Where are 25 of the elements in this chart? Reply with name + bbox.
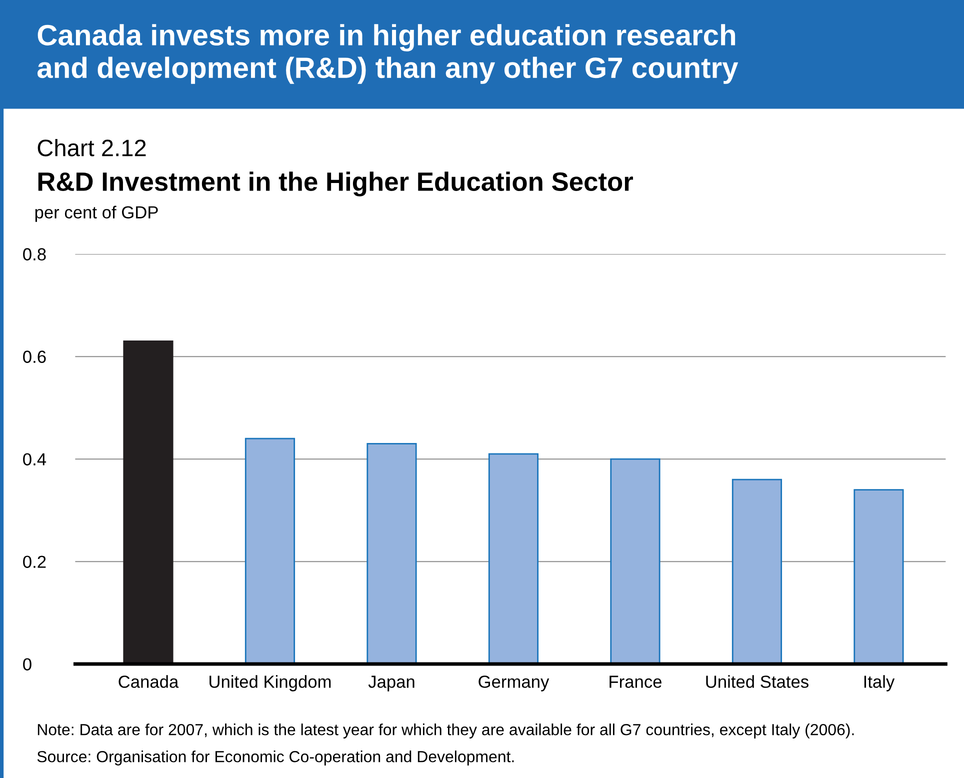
chart-subtitle: R&D Investment in the Higher Education Sector	[38, 172, 633, 196]
chart-title: Canada invests more in higher education research and development (R&D) than any other G7 country	[37, 24, 738, 84]
source-note: Source: Organisation for Economic Co-operation and Development.	[37, 750, 514, 766]
caption: Chart 2.12	[38, 138, 146, 156]
x-tick-label: United States	[706, 675, 808, 688]
x-tick-label: Italy	[864, 675, 895, 692]
bar	[366, 442, 417, 664]
text: Note: Data are for 2007, which is the latest year for which they are available for all G7 countries, except Italy (2006).	[38, 724, 854, 738]
y-tick-label: 0.6	[23, 350, 46, 363]
bar	[732, 478, 782, 664]
y-tick-label: 0	[23, 658, 32, 670]
x-tick-label: Germany	[478, 676, 550, 692]
x-tick-label: United Kingdom	[210, 675, 331, 692]
bar	[244, 438, 296, 664]
y-tick-label: 0.2	[23, 556, 46, 568]
y-tick-label: 0.4	[23, 453, 46, 466]
bar	[123, 340, 174, 664]
x-tick-label: Canada	[118, 675, 179, 688]
bar	[610, 458, 660, 664]
x-tick-label: France	[610, 676, 662, 688]
y-tick-label: 0.8	[23, 248, 46, 260]
x-tick-label: Japan	[368, 676, 414, 692]
bar	[488, 453, 539, 664]
bar	[854, 489, 904, 664]
y-axis-title: per cent of GDP	[35, 206, 158, 222]
